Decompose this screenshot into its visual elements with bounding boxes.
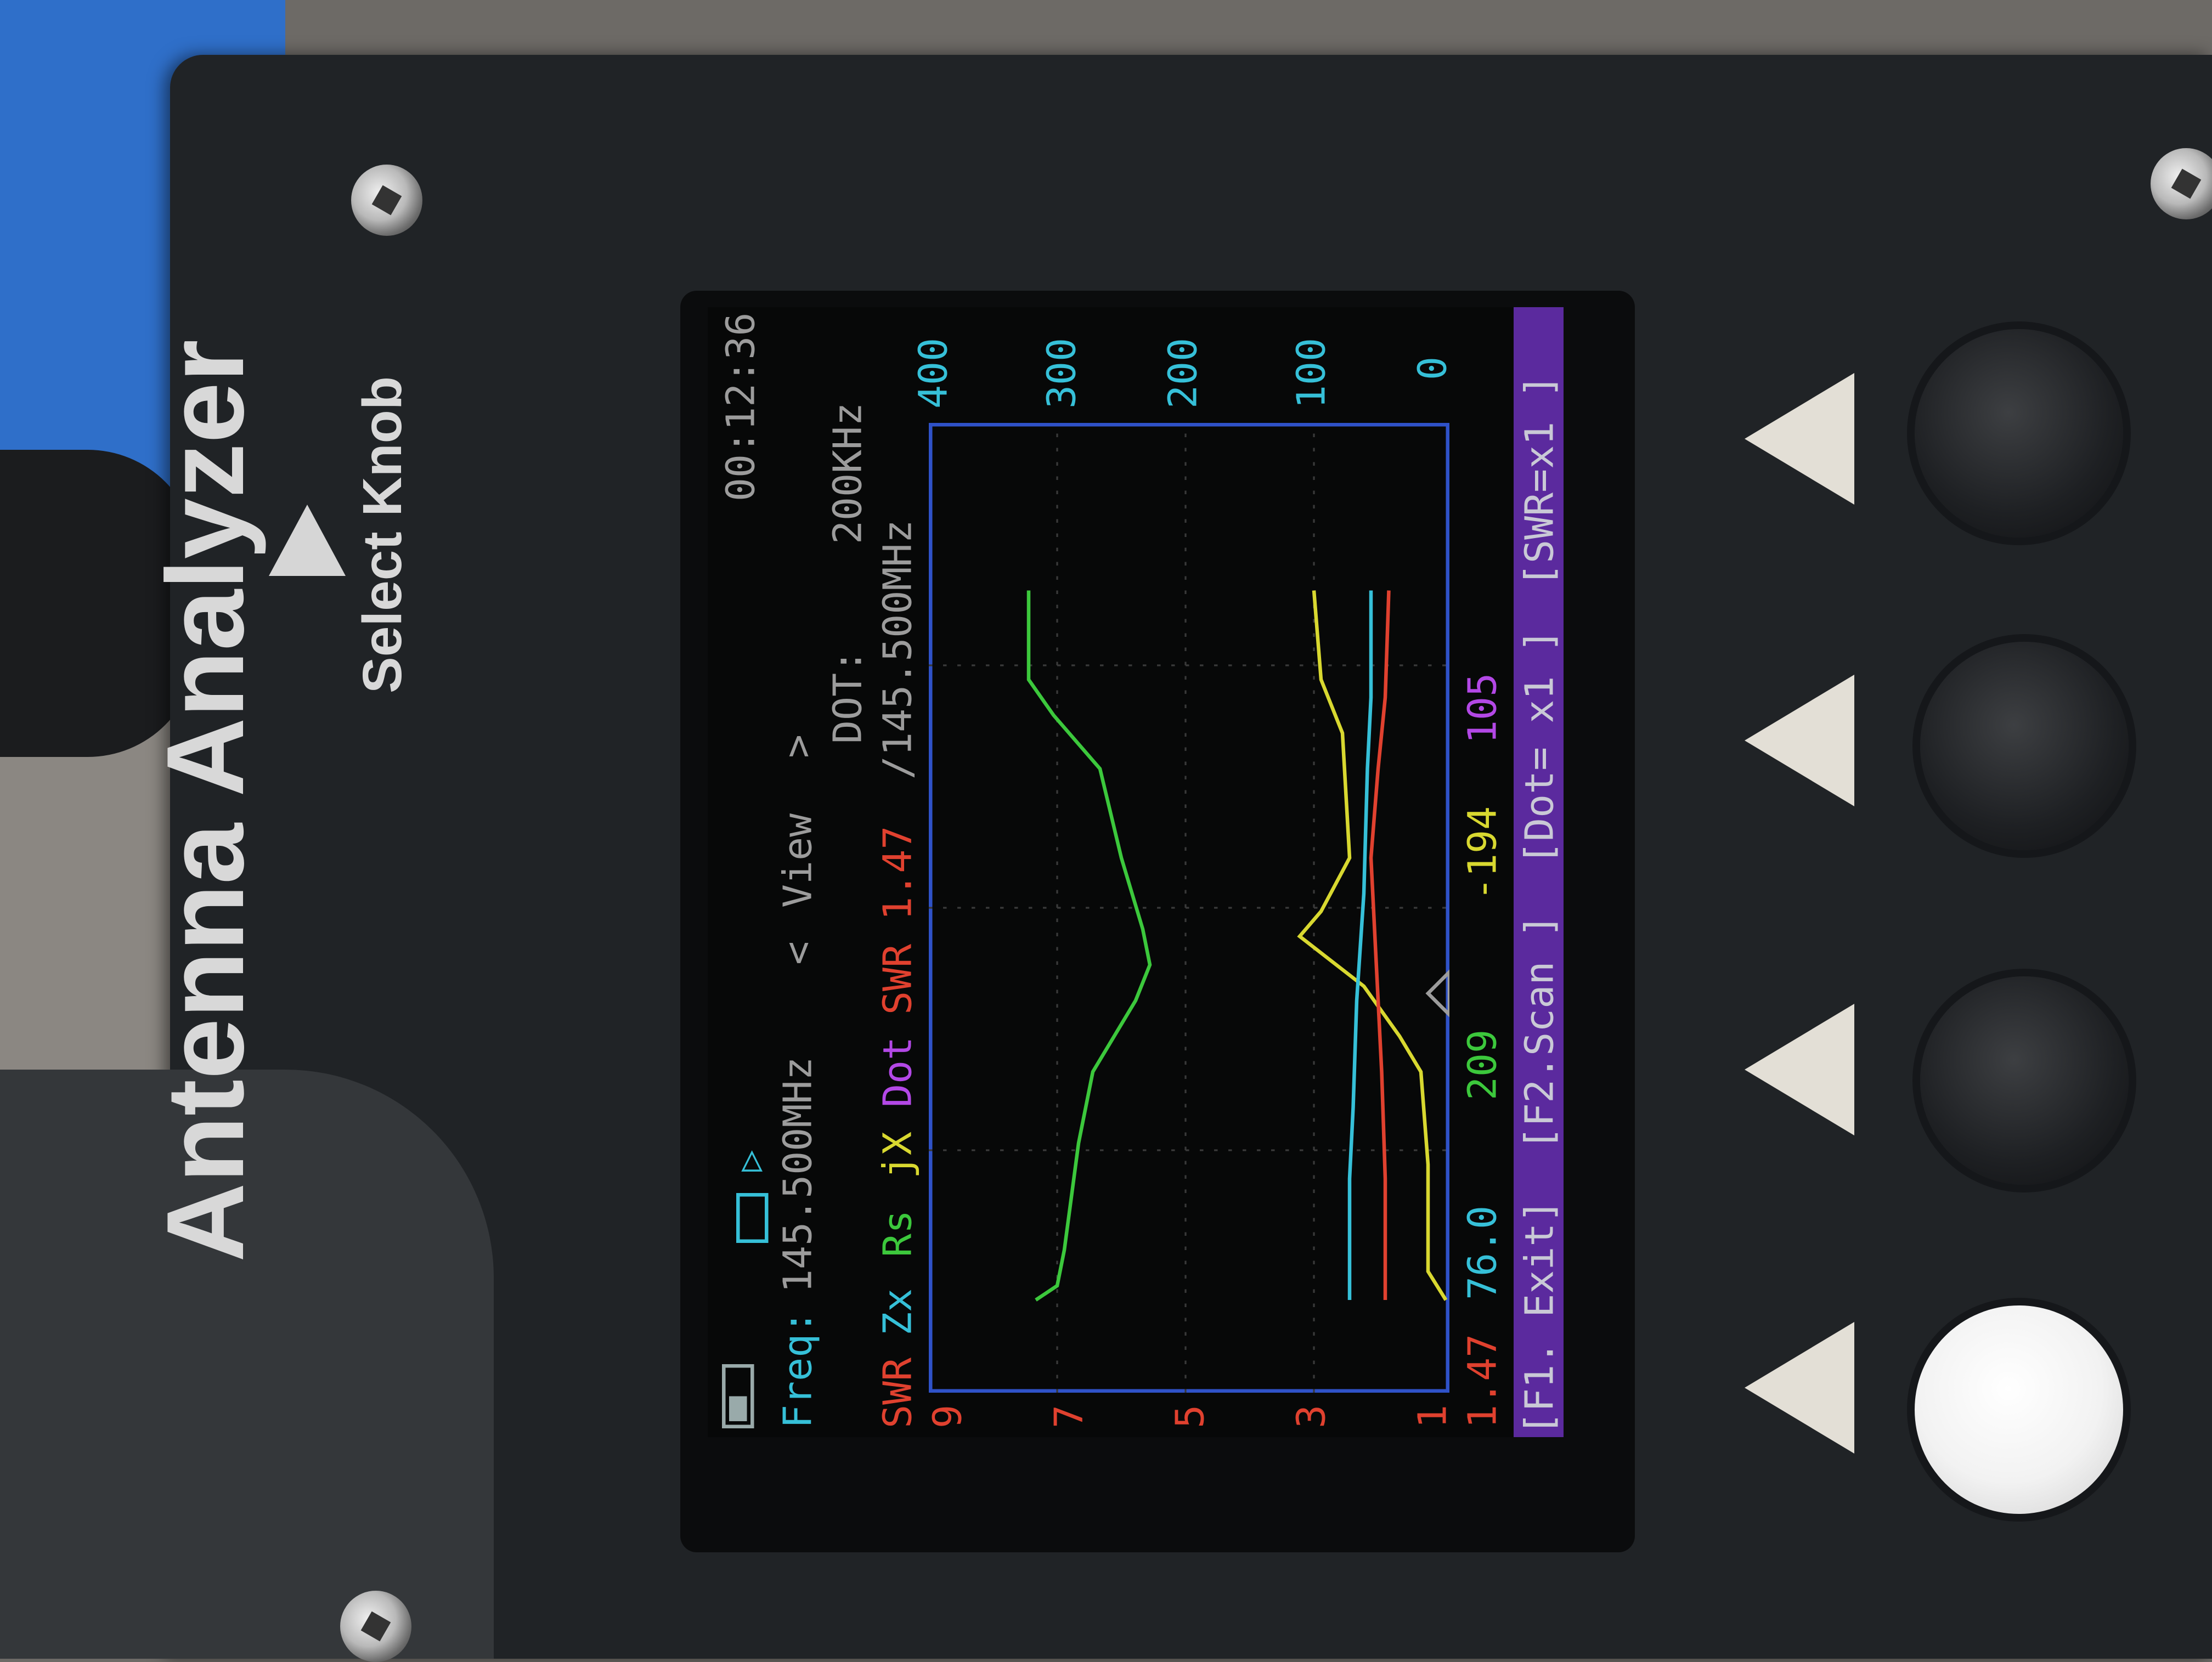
- left-axis-tick: 9: [925, 1404, 972, 1428]
- sweep-plot: [929, 423, 1449, 1393]
- softkey-button-4[interactable]: [1915, 329, 2123, 538]
- readout-rs: 209: [1460, 1029, 1507, 1100]
- marker-triangle: [1425, 968, 1449, 1019]
- nav-prev[interactable]: <: [775, 941, 822, 965]
- legend-zx: Zx: [875, 1288, 922, 1336]
- readout-jx: -194: [1460, 806, 1507, 901]
- legend-swr-marker-freq: /145.500MHz: [875, 519, 922, 779]
- swr-trace: [1369, 590, 1391, 1300]
- screw-icon: [2151, 148, 2212, 219]
- left-axis-tick: 1: [1410, 1404, 1457, 1428]
- legend-jx: jX: [875, 1131, 922, 1179]
- softkey-f1-exit[interactable]: [F1. Exit]: [1517, 1199, 1564, 1435]
- clock: 00:12:36: [718, 312, 765, 501]
- rs-trace: [1026, 590, 1152, 1302]
- play-icon: ▷: [732, 1150, 772, 1172]
- view-label: View: [775, 813, 822, 908]
- right-axis-tick: 100: [1289, 337, 1336, 409]
- legend-dot: Dot: [875, 1036, 922, 1107]
- freq-label: Freq:: [775, 1310, 822, 1428]
- legend-swr: SWR: [875, 1357, 922, 1428]
- right-axis-tick: 200: [1160, 337, 1207, 409]
- left-axis-tick: 7: [1046, 1404, 1093, 1428]
- freq-value: 145.500MHz: [775, 1056, 822, 1293]
- readout-dot: 105: [1460, 672, 1507, 744]
- right-axis-tick: 300: [1039, 337, 1086, 409]
- softkey-button-1[interactable]: [1915, 1305, 2123, 1514]
- softkey-swr-zoom[interactable]: [SWR=x1 ]: [1517, 374, 1564, 587]
- readout-swr: 1.47: [1460, 1333, 1507, 1428]
- knob-up-arrow-icon: [269, 505, 346, 576]
- right-axis-tick: 400: [911, 337, 958, 409]
- legend-swr-marker: SWR 1.47: [875, 826, 922, 1015]
- jx-trace: [1297, 590, 1448, 1301]
- dot-value: 200KHz: [825, 402, 872, 544]
- zx-trace: [1347, 590, 1373, 1300]
- lcd-content: 00:12:36 Freq: 145.500MHz ▷ < View > DOT…: [708, 307, 1564, 1437]
- softkey-arrow-icon: [1745, 675, 1854, 806]
- screw-icon: [340, 1591, 411, 1662]
- electrical-tape: [0, 1070, 494, 1659]
- readout-zx: 76.0: [1460, 1205, 1507, 1300]
- softkey-arrow-icon: [1745, 1004, 1854, 1135]
- left-axis-tick: 3: [1289, 1404, 1336, 1428]
- lcd-screen: 00:12:36 Freq: 145.500MHz ▷ < View > DOT…: [708, 307, 1564, 1437]
- device-title: Antenna Analyzer: [144, 340, 267, 1262]
- right-axis-tick: 0: [1410, 356, 1457, 380]
- softkey-dot-zoom[interactable]: [Dot= x1 ]: [1517, 629, 1564, 865]
- screw-icon: [351, 165, 422, 236]
- softkey-button-2[interactable]: [1920, 976, 2129, 1185]
- nav-next[interactable]: >: [775, 734, 822, 758]
- softkey-button-3[interactable]: [1920, 642, 2129, 850]
- folder-icon: [736, 1193, 769, 1243]
- softkey-arrow-icon: [1745, 373, 1854, 505]
- left-axis-tick: 5: [1167, 1404, 1215, 1428]
- battery-icon: [722, 1364, 754, 1428]
- select-knob-label: Select Knob: [352, 376, 413, 693]
- softkey-arrow-icon: [1745, 1322, 1854, 1454]
- softkey-f2-scan[interactable]: [F2.Scan ]: [1517, 914, 1564, 1150]
- dot-label: DOT:: [825, 649, 872, 744]
- legend-rs: Rs: [875, 1209, 922, 1257]
- coax-cable: [0, 450, 198, 757]
